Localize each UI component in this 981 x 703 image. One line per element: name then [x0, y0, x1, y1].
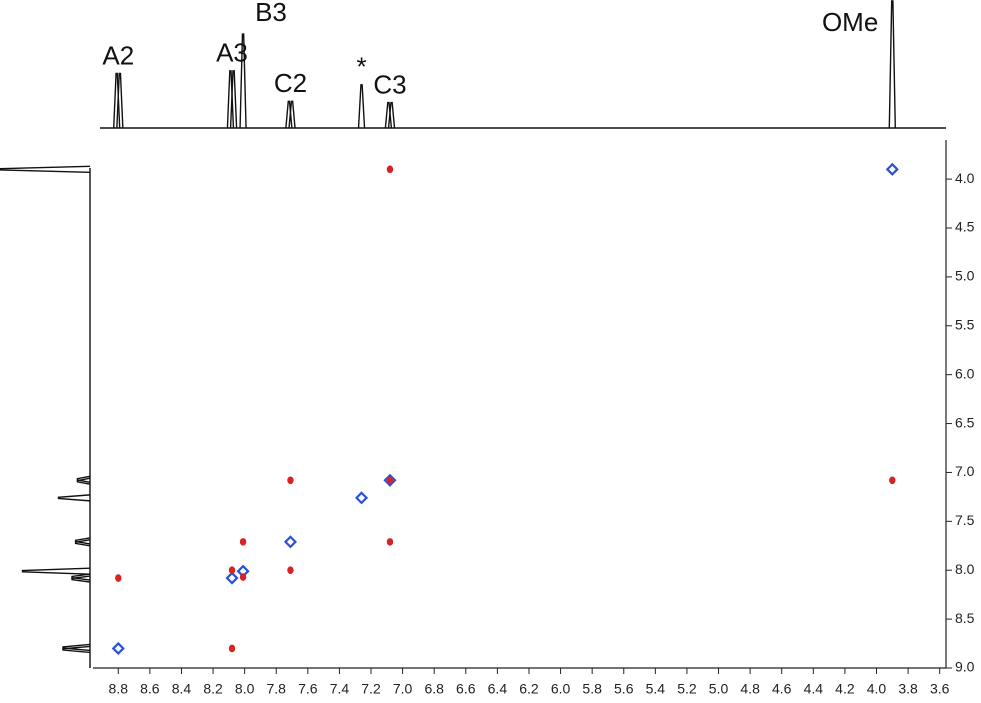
x-tick-label: 8.4 [172, 681, 192, 697]
x-tick-label: 6.2 [519, 681, 539, 697]
y-tick-label: 6.0 [955, 365, 975, 381]
cross-peak [386, 476, 394, 485]
cross-peak [239, 538, 247, 546]
y-tick-label: 9.0 [955, 659, 975, 675]
x-tick-label: 4.0 [867, 681, 887, 697]
cross-peak [228, 644, 236, 653]
x-tick-label: 4.6 [772, 681, 792, 697]
y-tick-label: 5.5 [955, 316, 975, 332]
cross-peak [386, 165, 394, 174]
x-tick-label: 7.0 [393, 681, 413, 697]
diagonal-peak [383, 473, 397, 487]
peak-label: * [356, 52, 366, 82]
left-peak [62, 643, 91, 652]
diagonal-peak [354, 491, 369, 505]
diagonal-peak [225, 571, 239, 585]
top-peak [288, 100, 296, 129]
y-tick-label: 8.5 [955, 610, 975, 626]
x-tick-label: 3.6 [930, 681, 950, 697]
diagonal-peak [111, 641, 125, 655]
top-peak [116, 72, 124, 129]
x-tick-label: 8.2 [203, 681, 223, 697]
x-tick-label: 3.8 [898, 681, 918, 697]
x-tick-label: 8.0 [235, 681, 255, 697]
cross-peak [889, 476, 896, 485]
peak-label: C3 [373, 69, 406, 99]
left-peak [0, 165, 91, 174]
left-peak [21, 567, 91, 575]
cross-peak [115, 574, 122, 582]
x-tick-label: 7.2 [361, 681, 381, 697]
peak-label: OMe [822, 7, 878, 37]
peak-label: A3 [216, 38, 248, 68]
y-tick-label: 7.0 [955, 463, 975, 479]
left-peak [74, 537, 91, 545]
x-tick-label: 5.6 [614, 681, 634, 697]
diagonal-peak [885, 162, 899, 176]
x-tick-label: 5.2 [677, 681, 697, 697]
x-tick-label: 5.8 [582, 681, 602, 697]
left-peak [74, 539, 91, 547]
x-tick-label: 8.8 [109, 681, 129, 697]
x-tick-label: 6.6 [456, 681, 476, 697]
x-tick-label: 6.0 [551, 681, 571, 697]
y-tick-label: 8.0 [955, 561, 975, 577]
y-tick-label: 5.0 [955, 268, 975, 284]
cross-peak [386, 538, 394, 546]
x-tick-label: 8.6 [140, 681, 160, 697]
x-tick-label: 6.8 [424, 681, 444, 697]
y-tick-label: 6.5 [955, 414, 975, 430]
cross-peak [287, 476, 294, 485]
diagonal-peak [283, 535, 298, 549]
peak-label: B3 [255, 0, 287, 27]
peak-label: A2 [102, 40, 134, 70]
x-tick-label: 4.4 [804, 681, 824, 697]
left-peak [76, 477, 91, 485]
peak-label: C2 [274, 68, 307, 98]
x-tick-label: 5.4 [646, 681, 666, 697]
x-tick-label: 4.8 [740, 681, 760, 697]
y-tick-label: 4.5 [955, 219, 975, 235]
x-tick-label: 5.0 [709, 681, 729, 697]
x-tick-label: 6.4 [488, 681, 508, 697]
x-tick-label: 7.4 [330, 681, 350, 697]
left-peak [57, 494, 91, 502]
left-peak [62, 645, 91, 654]
x-tick-label: 7.8 [267, 681, 287, 697]
cross-peak [287, 566, 294, 575]
y-tick-label: 7.5 [955, 512, 975, 528]
top-peak [357, 84, 366, 129]
cross-peak [239, 573, 247, 581]
left-peak [76, 475, 91, 483]
left-peak [71, 573, 91, 581]
top-peak [239, 33, 247, 129]
top-peak [387, 101, 396, 129]
cross-peak [228, 566, 236, 575]
y-tick-label: 4.0 [955, 170, 975, 186]
top-peak [229, 70, 238, 129]
x-tick-label: 4.2 [835, 681, 855, 697]
left-peak [71, 575, 91, 583]
x-tick-label: 7.6 [298, 681, 318, 697]
top-peak [888, 0, 896, 129]
